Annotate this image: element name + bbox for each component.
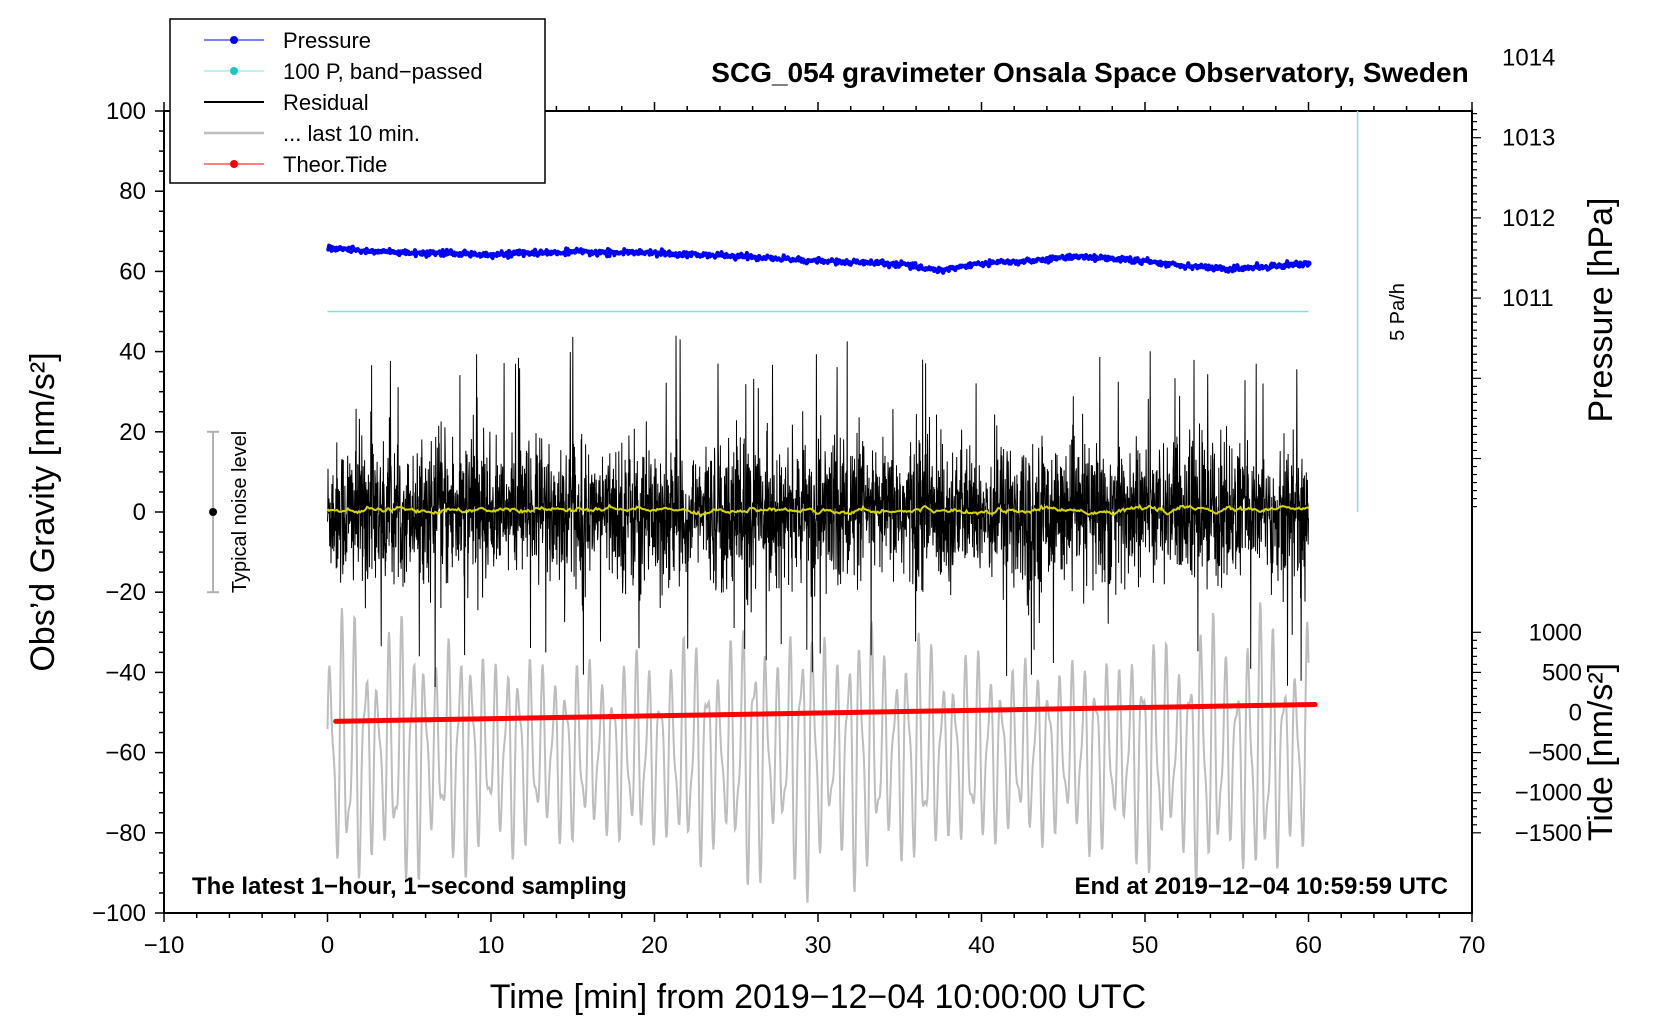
tide-tick-label: 1000 <box>1529 619 1582 646</box>
tide-tick-label: 0 <box>1569 700 1582 727</box>
pressure-axis: 1014 1013 1012 1011 <box>1472 45 1555 508</box>
tide-line <box>333 701 1318 724</box>
y-tick-label: 40 <box>119 339 146 366</box>
tide-tick-label: −1000 <box>1515 780 1582 807</box>
residual-line <box>327 335 1309 688</box>
legend-label-last10: ... last 10 min. <box>283 121 420 146</box>
pressure-series <box>325 243 1312 275</box>
pressure-end-point <box>1305 260 1312 267</box>
y-tick-label: −40 <box>105 659 146 686</box>
y-tick-label: 100 <box>106 98 146 125</box>
x-tick-label: 50 <box>1132 932 1159 959</box>
y-axis-left: 100 80 60 40 20 0 −20 −40 −60 −80 −100 <box>92 98 164 927</box>
y-tick-label: 20 <box>119 419 146 446</box>
x-tick-label: 60 <box>1295 932 1322 959</box>
smoothed-residual-series <box>326 503 1309 518</box>
noise-level-label: Typical noise level <box>229 431 251 593</box>
x-axis-title: Time [min] from 2019−12−04 10:00:00 UTC <box>490 978 1146 1016</box>
legend-entry-bandpassed: 100 P, band−passed <box>204 59 483 84</box>
legend-entry-last10: ... last 10 min. <box>204 121 420 146</box>
tide-tick-label: −500 <box>1528 740 1582 767</box>
x-tick-label: 10 <box>478 932 505 959</box>
legend-entry-pressure: Pressure <box>204 28 371 53</box>
rate-label: 5 Pa/h <box>1387 283 1409 341</box>
noise-center-point <box>209 508 218 516</box>
tide-tick-label: 500 <box>1542 659 1582 686</box>
legend-marker-pressure <box>230 36 238 44</box>
noise-level-indicator <box>207 430 220 594</box>
x-tick-label: 0 <box>321 932 334 959</box>
pressure-tick-label: 1014 <box>1502 45 1555 72</box>
legend-label-bandpassed: 100 P, band−passed <box>283 59 483 84</box>
legend-entry-tide: Theor.Tide <box>204 152 387 177</box>
pressure-tick-label: 1011 <box>1502 285 1554 312</box>
note-right: End at 2019−12−04 10:59:59 UTC <box>1074 873 1448 900</box>
legend-label-tide: Theor.Tide <box>283 152 387 177</box>
last10-line <box>326 602 1310 903</box>
tide-tick-label: −1500 <box>1515 820 1582 847</box>
x-tick-label: 30 <box>805 932 832 959</box>
x-tick-label: 70 <box>1459 932 1486 959</box>
pressure-start-point <box>329 245 336 252</box>
x-tick-label: −10 <box>144 932 185 959</box>
legend-entry-residual: Residual <box>204 90 369 115</box>
legend: Pressure 100 P, band−passed Residual ...… <box>169 18 546 184</box>
y-tick-label: −20 <box>105 579 146 606</box>
tide-axis: 1000 500 0 −500 −1000 −1500 <box>1472 619 1582 847</box>
y-tick-label: −100 <box>92 900 146 927</box>
note-left: The latest 1−hour, 1−second sampling <box>192 873 627 900</box>
legend-label-pressure: Pressure <box>283 28 371 53</box>
pressure-line <box>325 243 1311 275</box>
y-tick-label: 60 <box>119 258 146 285</box>
x-tick-label: 40 <box>968 932 995 959</box>
y-tick-label: 80 <box>119 178 146 205</box>
pressure-tick-label: 1013 <box>1502 125 1555 152</box>
y-tick-label: −60 <box>105 740 146 767</box>
y-tick-label: 0 <box>133 499 146 526</box>
legend-label-residual: Residual <box>283 90 369 115</box>
pressure-tick-label: 1012 <box>1502 205 1555 232</box>
tide-axis-title: Tide [nm/s²] <box>1582 663 1620 841</box>
y-tick-label: −80 <box>105 820 146 847</box>
x-tick-label: 20 <box>641 932 668 959</box>
y-axis-title: Obs’d Gravity [nm/s²] <box>24 352 62 671</box>
tide-series <box>333 701 1318 724</box>
legend-marker-tide <box>230 160 238 168</box>
smoothed-residual-line <box>326 503 1309 518</box>
residual-series <box>327 335 1309 688</box>
chart-title: SCG_054 gravimeter Onsala Space Observat… <box>711 57 1468 88</box>
legend-marker-bandpassed <box>230 67 238 75</box>
pressure-axis-title: Pressure [hPa] <box>1582 198 1620 423</box>
last10-series <box>326 602 1310 903</box>
